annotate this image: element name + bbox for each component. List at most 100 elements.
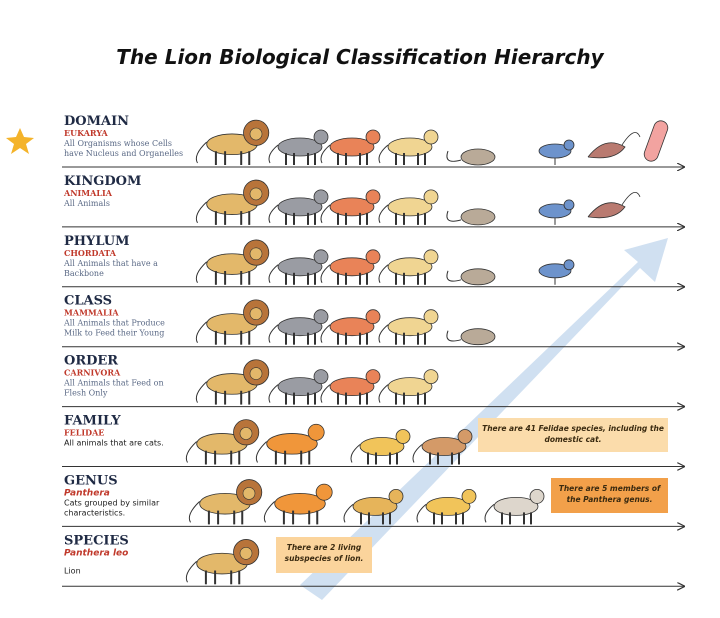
animal-icon — [412, 429, 473, 465]
icon-part — [387, 317, 433, 337]
icon-part — [329, 197, 375, 217]
icon-part — [255, 441, 268, 463]
icon-part — [484, 504, 495, 523]
icon-part — [277, 377, 323, 397]
animal-icon — [320, 369, 381, 405]
rank-label: DOMAIN — [64, 114, 129, 129]
icon-part — [185, 441, 198, 463]
icon-part — [307, 423, 325, 441]
icon-part — [268, 324, 279, 343]
icon-part — [350, 444, 361, 463]
animal-icon — [446, 208, 496, 226]
icon-part — [643, 120, 669, 162]
icon-part — [195, 141, 208, 164]
icon-part — [563, 259, 575, 271]
icon-part — [423, 129, 439, 145]
icon-part — [195, 201, 208, 224]
description: All Animals that have a — [63, 259, 158, 268]
icon-part — [249, 127, 263, 141]
taxon-label: CHORDATA — [64, 248, 117, 258]
taxon-label: FELIDAE — [64, 428, 104, 438]
animal-icon — [195, 119, 270, 165]
icon-part — [461, 488, 477, 504]
icon-part — [329, 377, 375, 397]
description: Backbone — [64, 269, 104, 278]
animal-icon — [343, 488, 404, 525]
animal-icon — [188, 479, 263, 525]
icon-part — [185, 560, 198, 583]
icon-part — [320, 264, 331, 284]
description: All animals that are cats. — [64, 439, 164, 448]
icon-part — [277, 137, 323, 157]
icon-part — [460, 148, 496, 166]
animal-icon — [185, 539, 260, 585]
icon-part — [378, 144, 389, 164]
animal-icon — [350, 429, 411, 465]
icon-part — [313, 189, 329, 205]
icon-part — [365, 129, 381, 145]
animal-icon — [268, 129, 329, 165]
note-box — [276, 537, 372, 573]
icon-part — [446, 150, 462, 162]
animal-icon — [484, 488, 545, 525]
icon-part — [457, 429, 473, 444]
description: All Animals — [63, 199, 110, 208]
icon-part — [313, 129, 329, 145]
note-box — [551, 478, 668, 513]
icon-part — [277, 317, 323, 337]
icon-part — [387, 137, 433, 157]
icon-part — [378, 204, 389, 224]
note-text: There are 41 Felidae species, including … — [482, 424, 664, 433]
icon-part — [249, 307, 263, 321]
icon-part — [388, 488, 404, 504]
taxon-label: CARNIVORA — [64, 368, 121, 378]
description: Flesh Only — [64, 389, 108, 398]
icon-part — [563, 139, 575, 151]
icon-part — [329, 137, 375, 157]
taxon-label: Panthera — [64, 488, 110, 498]
icon-part — [378, 324, 389, 343]
icon-part — [268, 384, 279, 403]
note-text: the Panthera genus. — [567, 495, 653, 504]
icon-part — [320, 384, 331, 403]
icon-part — [195, 321, 208, 343]
icon-part — [563, 199, 575, 211]
description: Cats grouped by similar — [64, 498, 160, 507]
animal-icon — [255, 423, 325, 465]
title: The Lion Biological Classification Hiera… — [116, 45, 604, 69]
icon-part — [587, 202, 626, 219]
animal-icon — [185, 419, 260, 465]
icon-part — [460, 328, 496, 346]
animal-icon — [446, 268, 496, 286]
rank-label: ORDER — [64, 354, 118, 369]
icon-part — [446, 210, 462, 222]
description: All Animals that Produce — [63, 319, 165, 328]
rank-label: SPECIES — [64, 533, 129, 548]
icon-part — [277, 257, 323, 277]
note-text: There are 5 members of — [559, 484, 662, 493]
icon-part — [249, 187, 263, 201]
icon-part — [425, 496, 471, 516]
description: have Nucleus and Organelles — [64, 149, 183, 158]
icon-part — [242, 487, 256, 500]
star-icon — [6, 128, 34, 154]
icon-part — [320, 324, 331, 343]
animal-icon — [378, 369, 439, 405]
animal-icon — [378, 249, 439, 285]
icon-part — [387, 197, 433, 217]
icon-part — [378, 264, 389, 284]
icon-part — [313, 249, 329, 265]
icon-part — [493, 496, 539, 516]
icon-part — [460, 268, 496, 286]
animal-icon — [320, 249, 381, 285]
icon-part — [365, 369, 381, 385]
icon-part — [195, 381, 208, 403]
rank-label: FAMILY — [64, 414, 121, 429]
animal-icon — [195, 359, 270, 405]
animal-icon — [538, 259, 575, 285]
icon-part — [266, 433, 318, 455]
icon-part — [239, 427, 253, 440]
animal-icon — [378, 189, 439, 225]
